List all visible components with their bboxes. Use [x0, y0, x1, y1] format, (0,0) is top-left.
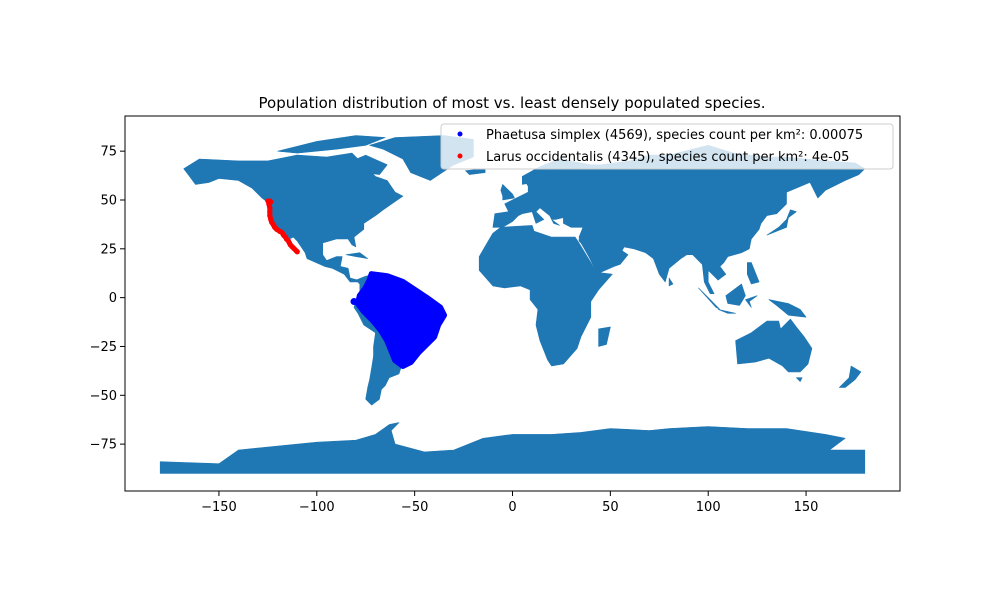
land-iceland [465, 168, 486, 175]
land-new-guinea [768, 299, 807, 318]
land-australia [735, 318, 813, 373]
x-tick-label: 0 [508, 500, 516, 515]
land-antarctica [159, 422, 866, 474]
y-axis: 75 50 25 0 −25 −50 −75 [90, 145, 125, 453]
larus-point [267, 205, 273, 211]
x-tick-label: 50 [602, 500, 619, 515]
legend-marker-larus [457, 153, 463, 159]
land-africa [478, 225, 613, 367]
land-arctic-islands [277, 135, 386, 154]
y-tick-label: −25 [90, 340, 117, 355]
x-axis: −150 −100 −50 0 50 100 150 [201, 491, 818, 515]
y-tick-label: 75 [100, 145, 117, 160]
land-baffin [351, 154, 388, 175]
x-tick-label: −100 [299, 500, 335, 515]
y-tick-label: 50 [100, 193, 117, 208]
x-tick-label: −150 [201, 500, 237, 515]
x-tick-label: 150 [794, 500, 819, 515]
land-borneo [725, 283, 746, 306]
land-sumatra [698, 287, 721, 310]
phaetusa-point [350, 298, 358, 306]
larus-point [267, 209, 273, 215]
map-area [159, 135, 866, 474]
legend-marker-phaetusa [457, 131, 463, 137]
land-madagascar [598, 326, 611, 347]
y-tick-label: −50 [90, 389, 117, 404]
legend: Phaetusa simplex (4569), species count p… [440, 123, 894, 170]
larus-point [267, 213, 273, 219]
land-arabia-sea-gap [578, 238, 582, 244]
land-new-zealand [839, 365, 862, 388]
phaetusa-occurrence-points [354, 271, 447, 369]
land-britain [500, 184, 515, 201]
land-japan [766, 209, 797, 236]
y-tick-label: 0 [109, 291, 117, 306]
larus-point [266, 201, 272, 207]
land-sri-lanka [668, 277, 674, 287]
legend-label-larus: Larus occidentalis (4345), species count… [486, 150, 849, 165]
x-tick-label: −50 [401, 500, 428, 515]
land-java [717, 309, 736, 314]
y-tick-label: 25 [100, 242, 117, 257]
legend-label-phaetusa: Phaetusa simplex (4569), species count p… [486, 128, 863, 143]
x-tick-label: 100 [696, 500, 721, 515]
land-philippines [747, 262, 760, 285]
land-tasmania [796, 377, 803, 382]
land-sulawesi [745, 295, 758, 308]
legend-box [440, 123, 894, 170]
land-layer [159, 135, 866, 474]
series-layer [265, 198, 447, 369]
larus-point [294, 249, 300, 255]
y-tick-label: −75 [90, 438, 117, 453]
chart-title: Population distribution of most vs. leas… [259, 94, 766, 112]
land-caribbean [345, 252, 368, 259]
